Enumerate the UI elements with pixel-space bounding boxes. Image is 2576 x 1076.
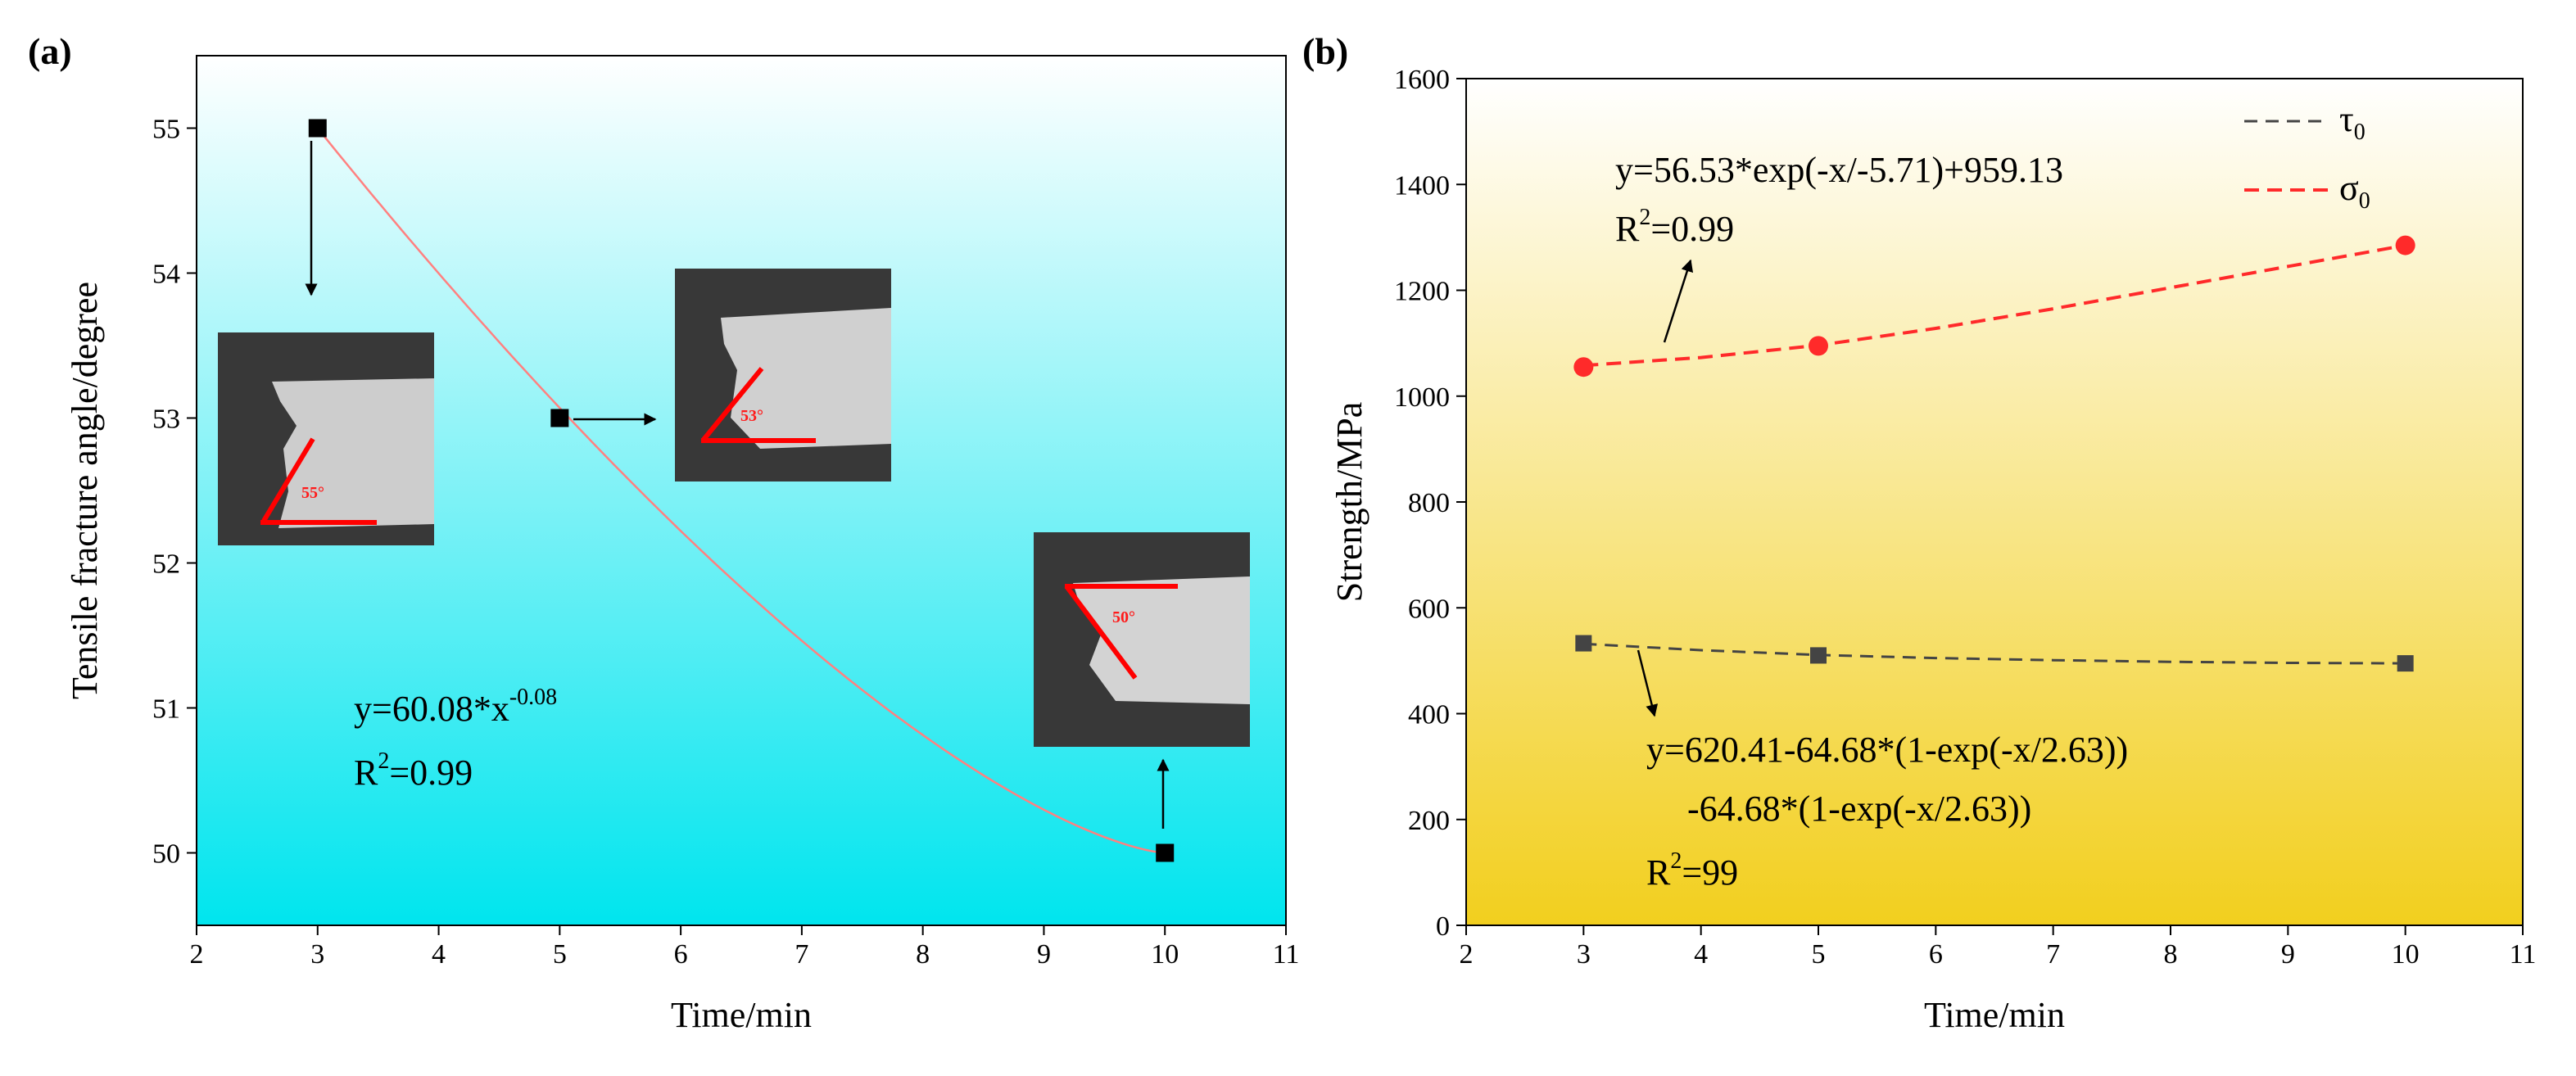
plot-a-xtick-label: 2	[190, 939, 204, 970]
plot-b-xtick-label: 6	[1929, 939, 1943, 970]
plot-a-ticks: 2 3 4 5 6 7 8 9 10 11 50 51 52 53 54 55	[152, 115, 1299, 970]
legend-tau-name: τ	[2339, 99, 2354, 139]
plot-a-ytick-label: 55	[152, 115, 180, 145]
plot-b-ytick-label: 400	[1408, 700, 1450, 730]
plot-b-ytick-label: 200	[1408, 806, 1450, 836]
plot-a-xtick-label: 10	[1151, 939, 1179, 970]
plot-a-equation: y=60.08*x-0.08	[354, 685, 557, 729]
plot-a-ytick-label: 50	[152, 839, 180, 870]
panel-b-label: (b)	[1302, 30, 1348, 72]
plot-b-xtick-label: 2	[1460, 939, 1474, 970]
legend-sigma-label: σ0	[2339, 168, 2370, 214]
plot-a-r2-sup: 2	[378, 748, 389, 774]
tau-point	[2397, 655, 2414, 672]
tau-r2-rest: =99	[1682, 852, 1738, 893]
plot-b-xtick-label: 10	[2392, 939, 2420, 970]
plot-a-ylabel: Tensile fracture angle/degree	[65, 282, 105, 699]
plot-a-xtick-label: 3	[310, 939, 324, 970]
sigma-point	[2395, 235, 2415, 255]
plot-a-r2-main: R	[354, 753, 378, 793]
legend-tau-label: τ0	[2339, 99, 2365, 145]
plot-a-xtick-label: 8	[916, 939, 930, 970]
sigma-point	[1809, 336, 1828, 356]
tau-equation-line2: -64.68*(1-exp(-x/2.63))	[1687, 789, 2031, 829]
sigma-r2-main: R	[1615, 209, 1640, 249]
plot-a-ytick-label: 52	[152, 549, 180, 580]
sigma-fit-curve	[1583, 243, 2406, 368]
tau-equation-line1: y=620.41-64.68*(1-exp(-x/2.63))	[1646, 730, 2128, 770]
plot-b-xtick-label: 4	[1694, 939, 1708, 970]
tau-equation-arrow	[1637, 649, 1659, 717]
inset-angle-label-55: 55°	[301, 484, 324, 502]
plot-a-points	[308, 119, 1175, 862]
sigma-r2-sup: 2	[1639, 205, 1650, 230]
plot-a-ytick-label: 53	[152, 405, 180, 435]
angle-line-53	[700, 367, 764, 442]
inset-angle-label-53: 53°	[740, 407, 763, 425]
plot-a-equation-main: y=60.08*x	[354, 689, 509, 729]
plot-a-r2-rest: =0.99	[389, 753, 473, 793]
inset-micrograph-53: 53°	[675, 269, 891, 481]
panel-b: (b) 2 3 4 5 6 7 8 9 10 11020040060080010001200140…	[1302, 30, 2536, 1035]
plot-a-xtick-label: 4	[432, 939, 446, 970]
legend-sigma-sub: 0	[2359, 188, 2370, 214]
plot-b-ytick-label: 800	[1408, 488, 1450, 518]
plot-b-points	[1573, 235, 2415, 672]
angle-line-55	[261, 437, 315, 522]
sigma-point	[1573, 357, 1594, 378]
plot-b-ytick-label: 0	[1436, 911, 1450, 942]
sigma-r2-rest: =0.99	[1650, 209, 1734, 249]
plot-b-ytick-label: 1000	[1394, 382, 1450, 413]
plot-b-ytick-label: 1600	[1394, 65, 1450, 95]
plot-b-xtick-label: 7	[2046, 939, 2060, 970]
legend-tau-sub: 0	[2354, 120, 2365, 145]
plot-b-xtick-label: 11	[2510, 939, 2537, 970]
inset-angle-label-50: 50°	[1112, 608, 1135, 626]
panel-a-label: (a)	[28, 30, 72, 72]
plot-a-r2: R2=0.99	[354, 748, 473, 793]
plot-b-xlabel: Time/min	[1924, 995, 2065, 1035]
plot-b-ytick-label: 1200	[1394, 277, 1450, 307]
plot-a-xtick-label: 7	[795, 939, 808, 970]
plot-a-xtick-label: 6	[674, 939, 688, 970]
plot-b-xtick-label: 5	[1812, 939, 1826, 970]
tau-fit-curve	[1583, 642, 2406, 665]
plot-b-ylabel: Strength/MPa	[1329, 402, 1369, 602]
plot-b-ticks: 2 3 4 5 6 7 8 9 10 110200400600800100012001400160…	[1394, 65, 2536, 970]
panel-a: (a) 2 3 4 5 6 7 8 9 10 11 50 51 52 53 54 55 55° 53° 50°	[28, 30, 1299, 1035]
plot-a-xtick-label: 5	[553, 939, 567, 970]
tau-point	[1575, 635, 1592, 652]
plot-a-point	[1156, 843, 1175, 862]
plot-a-point	[550, 409, 569, 427]
plot-b-xtick-label: 3	[1577, 939, 1591, 970]
inset-micrograph-55: 55°	[218, 332, 434, 545]
legend-sigma-name: σ	[2339, 168, 2359, 208]
plot-a-xlabel: Time/min	[671, 995, 812, 1035]
inset-micrograph-50: 50°	[1034, 532, 1250, 747]
plot-b-xtick-label: 8	[2164, 939, 2178, 970]
plot-a-ytick-label: 51	[152, 694, 180, 725]
plot-b-xtick-label: 9	[2281, 939, 2295, 970]
plot-b-ytick-label: 1400	[1394, 170, 1450, 201]
plot-b-area	[1465, 78, 2524, 926]
sigma-r2: R2=0.99	[1615, 205, 1734, 249]
plot-a-xtick-label: 11	[1273, 939, 1300, 970]
plot-a-point	[308, 119, 327, 138]
plot-b-ytick-label: 600	[1408, 594, 1450, 624]
plot-a-fit-curve	[316, 127, 1166, 854]
plot-a-xtick-label: 9	[1037, 939, 1051, 970]
sigma-equation: y=56.53*exp(-x/-5.71)+959.13	[1615, 150, 2063, 190]
tau-r2-sup: 2	[1670, 848, 1682, 874]
plot-a-equation-exp: -0.08	[509, 685, 557, 710]
tau-point	[1810, 647, 1827, 664]
sigma-equation-arrow	[1663, 259, 1694, 343]
angle-line-50	[1064, 585, 1138, 680]
tau-r2-main: R	[1646, 852, 1671, 893]
tau-r2: R2=99	[1646, 848, 1738, 893]
plot-a-ytick-label: 54	[152, 260, 180, 290]
legend: τ0 σ0	[2244, 99, 2370, 214]
